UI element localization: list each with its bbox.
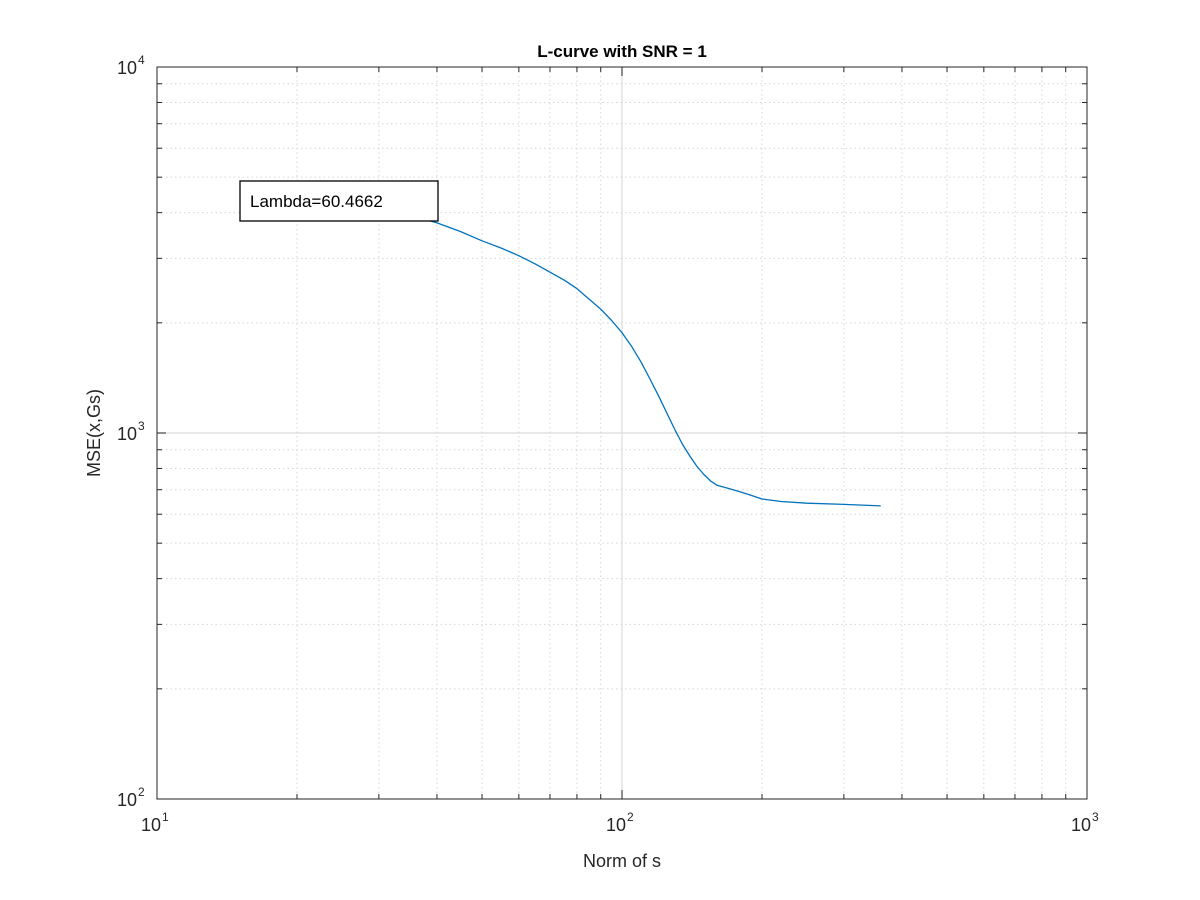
y-tick-label-base: 10 (117, 424, 137, 444)
x-tick-label-exponent: 2 (627, 810, 634, 824)
l-curve-line (333, 195, 881, 507)
y-tick-label: 10 3 (117, 419, 145, 444)
x-tick-label: 10 1 (141, 810, 169, 835)
x-tick-label-base: 10 (606, 815, 626, 835)
grid (157, 67, 1087, 799)
y-tick-label-exponent: 4 (138, 53, 145, 67)
y-axis-label: MSE(x,Gs) (84, 389, 104, 477)
x-tick-label-exponent: 1 (162, 810, 169, 824)
y-tick-label-base: 10 (117, 58, 137, 78)
x-tick-label-exponent: 3 (1092, 810, 1099, 824)
annotation-text: Lambda=60.4662 (250, 192, 383, 211)
x-tick-labels: 10 1 10 2 10 3 (141, 810, 1099, 835)
chart-title: L-curve with SNR = 1 (537, 42, 707, 61)
x-tick-label: 10 3 (1071, 810, 1099, 835)
annotation-box (239, 180, 439, 222)
axes-box (156, 66, 1088, 800)
y-tick-label: 10 4 (117, 53, 145, 78)
x-axis-label: Norm of s (583, 851, 661, 871)
y-tick-label: 10 2 (117, 785, 145, 810)
x-tick-label-base: 10 (141, 815, 161, 835)
annotation-layer: Lambda=60.4662 (239, 180, 439, 222)
y-tick-label-base: 10 (117, 790, 137, 810)
y-tick-label-exponent: 2 (138, 785, 145, 799)
x-tick-label-base: 10 (1071, 815, 1091, 835)
series-layer (333, 195, 881, 507)
x-tick-label: 10 2 (606, 810, 634, 835)
y-tick-label-exponent: 3 (138, 419, 145, 433)
